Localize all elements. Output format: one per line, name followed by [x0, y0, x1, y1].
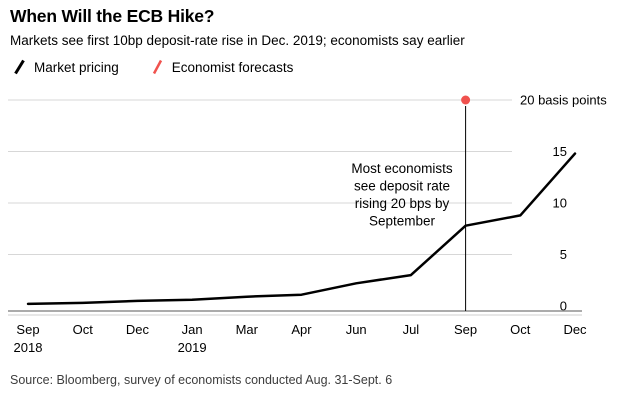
- annotation-line: Most economists: [351, 161, 453, 176]
- chart-subtitle: Markets see first 10bp deposit-rate rise…: [10, 33, 465, 48]
- x-axis-year-label: 2019: [178, 340, 207, 355]
- annotation-line: see deposit rate: [354, 179, 450, 194]
- y-axis-label: 5: [560, 247, 567, 262]
- x-axis-label: Jul: [403, 322, 420, 337]
- x-axis-label: Sep: [454, 322, 477, 337]
- market-pricing-line: [26, 152, 577, 306]
- x-axis-label: Apr: [291, 322, 312, 337]
- market-pricing-slash-icon: [14, 59, 25, 75]
- legend-item-market-pricing: Market pricing: [13, 59, 119, 75]
- annotation-line: September: [369, 214, 436, 229]
- economist-forecasts-slash-icon: [152, 59, 162, 75]
- y-axis-label: 15: [553, 144, 567, 159]
- legend: Market pricing Economist forecasts: [13, 59, 293, 75]
- source-note: Source: Bloomberg, survey of economists …: [10, 373, 393, 387]
- x-axis-label: Oct: [510, 322, 531, 337]
- chart-title: When Will the ECB Hike?: [10, 6, 215, 26]
- x-axis-label: Jan: [182, 322, 203, 337]
- y-axis-label: 0: [560, 299, 567, 314]
- x-axis-year-label: 2018: [14, 340, 43, 355]
- y-axis-label: 10: [553, 196, 567, 211]
- x-axis-label: Mar: [236, 322, 259, 337]
- x-axis-label: Dec: [563, 322, 587, 337]
- annotation-line: rising 20 bps by: [355, 196, 450, 211]
- legend-label-market-pricing: Market pricing: [34, 59, 119, 75]
- x-axis-label: Dec: [126, 322, 150, 337]
- x-axis-label: Sep: [16, 322, 39, 337]
- legend-item-economist-forecasts: Economist forecasts: [151, 59, 294, 75]
- x-axis-label: Oct: [73, 322, 94, 337]
- y-axis-label: 20 basis points: [520, 93, 607, 108]
- economist-forecast-marker-dot: [461, 95, 471, 105]
- x-axis-label: Jun: [346, 322, 367, 337]
- legend-label-economist-forecasts: Economist forecasts: [171, 59, 294, 75]
